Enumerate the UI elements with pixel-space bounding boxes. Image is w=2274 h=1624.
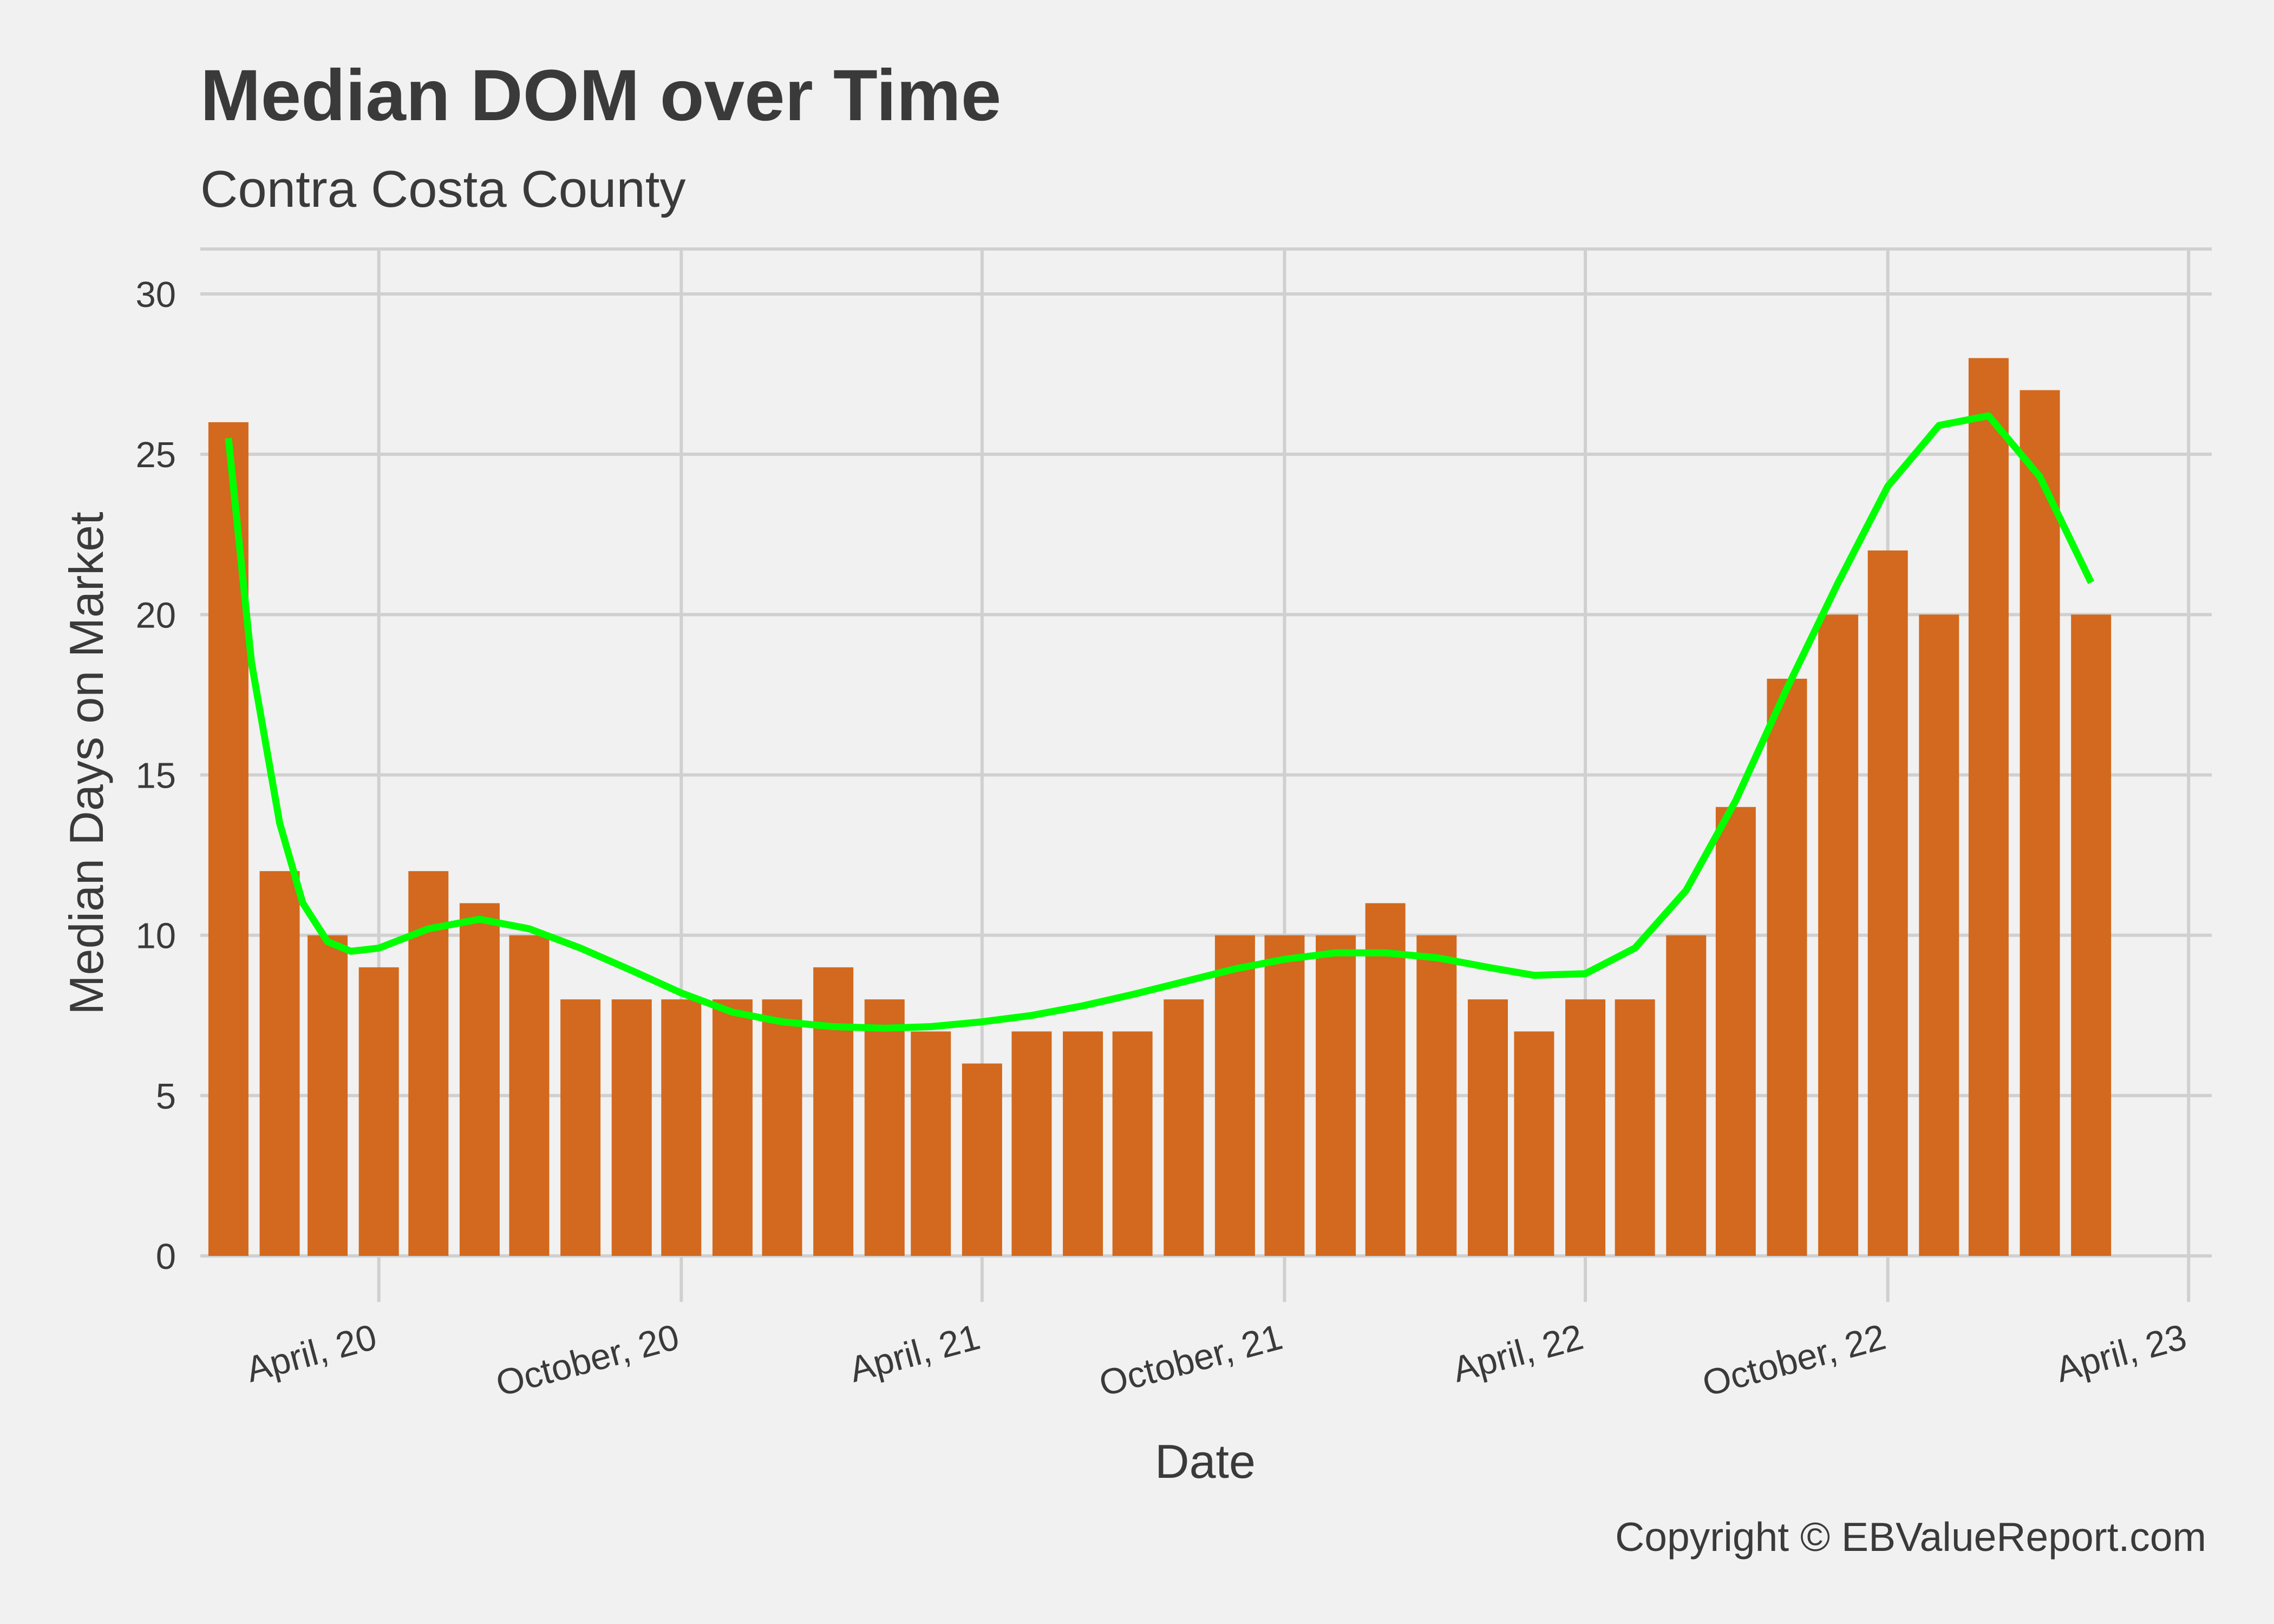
bar: [1365, 903, 1406, 1256]
bar: [1867, 550, 1908, 1256]
bar: [1011, 1031, 1052, 1256]
bar-series: [208, 358, 2112, 1256]
gridlines: [200, 247, 2212, 1302]
x-tick-label: October, 20: [492, 1317, 683, 1404]
copyright-caption: Copyright © EBValueReport.com: [1615, 1514, 2206, 1560]
bar: [1164, 999, 1204, 1256]
bar: [459, 903, 500, 1256]
y-tick-label: 5: [156, 1076, 176, 1117]
x-tick-label: October, 21: [1095, 1317, 1286, 1404]
y-axis-ticks: 0 5 10 15 20 25 30: [135, 274, 176, 1277]
bar: [1214, 935, 1255, 1256]
x-tick-label: April, 23: [2051, 1317, 2191, 1390]
bar: [611, 999, 652, 1256]
bar: [1968, 358, 2009, 1256]
bar: [762, 999, 802, 1256]
y-tick-label: 10: [135, 916, 176, 957]
bar: [1416, 935, 1457, 1256]
bar: [1919, 614, 1959, 1256]
bar: [813, 967, 854, 1256]
bar: [864, 999, 905, 1256]
bar: [1063, 1031, 1103, 1256]
trend-line-series: [225, 412, 2095, 1032]
bar: [1467, 999, 1508, 1256]
bar: [962, 1063, 1002, 1256]
bar: [1514, 1031, 1554, 1256]
x-tick-label: April, 20: [242, 1317, 381, 1390]
y-tick-label: 15: [135, 756, 176, 796]
x-tick-label: April, 22: [1448, 1317, 1587, 1390]
trend-line: [225, 412, 2095, 1032]
x-tick-label: October, 22: [1698, 1317, 1890, 1404]
y-axis-title: Median Days on Market: [60, 512, 113, 1014]
x-axis-title: Date: [1155, 1435, 1256, 1488]
x-axis-ticks: April, 20 October, 20 April, 21 October, 21…: [242, 1317, 2191, 1404]
bar: [1112, 1031, 1153, 1256]
bar: [1615, 999, 1655, 1256]
chart-subtitle: Contra Costa County: [200, 160, 685, 218]
bar: [911, 1031, 951, 1256]
bar: [1316, 935, 1356, 1256]
x-tick-label: April, 21: [845, 1317, 984, 1390]
bar: [661, 999, 702, 1256]
bar: [1818, 614, 1859, 1256]
bar: [1264, 935, 1305, 1256]
y-tick-label: 20: [135, 595, 176, 636]
bar: [560, 999, 601, 1256]
bar: [1767, 678, 1807, 1256]
bar: [2071, 614, 2112, 1256]
bar: [509, 935, 550, 1256]
y-tick-label: 30: [135, 274, 176, 315]
bar: [1666, 935, 1707, 1256]
y-tick-label: 0: [156, 1236, 176, 1277]
bar: [1565, 999, 1606, 1256]
chart-title: Median DOM over Time: [200, 55, 1001, 136]
bar: [308, 935, 348, 1256]
bar: [2020, 390, 2060, 1256]
bar: [259, 871, 300, 1256]
bar: [358, 967, 399, 1256]
bar: [1715, 807, 1756, 1256]
bar: [712, 999, 753, 1256]
y-tick-label: 25: [135, 435, 176, 475]
